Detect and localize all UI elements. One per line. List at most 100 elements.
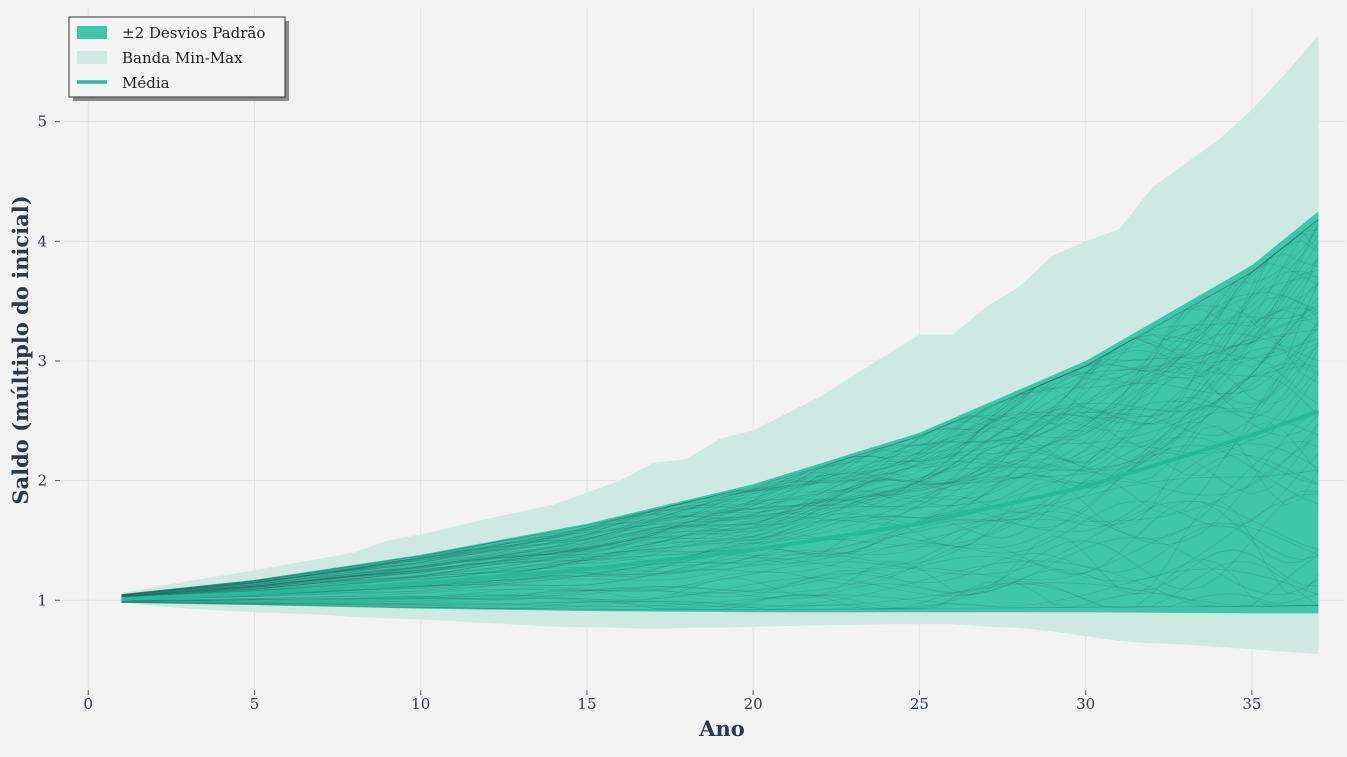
legend-swatch-minmax-band xyxy=(77,51,107,64)
simulation-path xyxy=(121,340,1319,598)
simulation-path xyxy=(121,304,1319,596)
simulation-path xyxy=(121,292,1319,597)
simulation-path xyxy=(121,421,1319,600)
simulation-path xyxy=(121,225,1319,595)
y-tick-label: 2 xyxy=(37,472,47,490)
simulation-path xyxy=(121,302,1319,598)
axis-layer: 0 5 10 15 20 25 30 35 1 2 3 4 5 xyxy=(37,113,1261,713)
legend: ±2 Desvios Padrão Banda Min-Max Média xyxy=(68,16,289,101)
y-tick-label: 1 xyxy=(37,591,47,609)
simulation-path xyxy=(121,235,1319,596)
simulation-path xyxy=(121,593,1319,611)
simulation-path xyxy=(121,373,1319,599)
x-tick-label: 25 xyxy=(910,695,929,713)
simulation-path xyxy=(121,348,1319,598)
simulation-path xyxy=(121,312,1319,597)
simulation-path xyxy=(121,443,1319,600)
x-tick-label: 35 xyxy=(1242,695,1261,713)
simulation-path xyxy=(121,343,1319,598)
simulation-path xyxy=(121,327,1319,597)
legend-label-std-band: ±2 Desvios Padrão xyxy=(122,24,265,42)
simulation-path xyxy=(121,409,1319,601)
simulation-path xyxy=(121,276,1319,597)
simulation-path xyxy=(121,560,1319,609)
simulation-path xyxy=(121,259,1319,596)
simulation-path xyxy=(121,282,1319,598)
simulation-path xyxy=(121,220,1319,596)
simulation-path xyxy=(121,262,1319,596)
x-tick-label: 10 xyxy=(411,695,430,713)
simulation-path xyxy=(121,358,1319,598)
simulation-path xyxy=(121,295,1319,597)
simulation-path xyxy=(121,537,1319,602)
simulation-path xyxy=(121,306,1319,598)
x-tick-label: 15 xyxy=(577,695,596,713)
simulation-path xyxy=(121,490,1319,602)
simulation-path xyxy=(121,219,1319,596)
mean-line xyxy=(121,409,1320,602)
simulation-path xyxy=(121,318,1319,598)
simulation-path xyxy=(121,219,1319,596)
simulation-path xyxy=(121,375,1319,599)
simulation-path xyxy=(121,241,1319,597)
simulation-path xyxy=(121,453,1319,600)
simulation-path xyxy=(121,323,1319,598)
simulation-path xyxy=(121,258,1319,597)
simulation-path xyxy=(121,240,1319,596)
simulation-path xyxy=(121,338,1319,597)
legend-label-minmax-band: Banda Min-Max xyxy=(122,49,243,67)
simulation-path xyxy=(121,434,1319,600)
y-tick-label: 4 xyxy=(37,232,47,250)
simulation-path xyxy=(121,321,1319,597)
simulation-path xyxy=(121,592,1319,611)
std-band xyxy=(121,211,1319,614)
simulation-path xyxy=(121,270,1319,597)
simulation-path xyxy=(121,224,1319,596)
simulation-path xyxy=(121,554,1319,611)
simulation-path xyxy=(121,453,1319,601)
simulation-path xyxy=(121,522,1319,602)
x-tick-label: 20 xyxy=(744,695,763,713)
simulation-path xyxy=(121,345,1319,597)
simulation-path xyxy=(121,270,1319,597)
simulation-path xyxy=(121,232,1319,596)
simulation-path xyxy=(121,493,1319,602)
simulation-path xyxy=(121,280,1319,596)
simulation-path xyxy=(121,219,1319,595)
x-tick-label: 0 xyxy=(83,695,93,713)
simulation-path xyxy=(121,344,1319,598)
simulation-path xyxy=(121,524,1319,602)
simulation-path xyxy=(121,405,1319,599)
simulation-path xyxy=(121,275,1319,596)
simulation-path xyxy=(121,297,1319,598)
simulation-path xyxy=(121,558,1319,610)
simulation-path xyxy=(121,261,1319,596)
x-tick-label: 5 xyxy=(250,695,260,713)
simulation-path xyxy=(121,309,1319,597)
simulation-path xyxy=(121,440,1319,601)
simulation-path xyxy=(121,549,1319,603)
simulation-path xyxy=(121,228,1319,596)
simulation-path xyxy=(121,469,1319,600)
simulation-path xyxy=(121,501,1319,601)
band-layer xyxy=(121,35,1319,655)
simulation-path xyxy=(121,499,1319,602)
legend-swatch-std-band xyxy=(77,26,107,39)
simulation-path xyxy=(121,329,1319,597)
legend-label-mean: Média xyxy=(122,74,170,92)
y-axis-label: Saldo (múltiplo do inicial) xyxy=(8,195,33,504)
simulation-path xyxy=(121,222,1319,596)
simulation-path xyxy=(121,346,1319,598)
simulation-paths xyxy=(121,219,1319,611)
simulation-path xyxy=(121,232,1319,596)
simulation-path xyxy=(121,320,1319,598)
simulation-path xyxy=(121,253,1319,597)
simulation-path xyxy=(121,219,1319,596)
y-tick-label: 5 xyxy=(37,113,47,131)
simulation-path xyxy=(121,369,1319,599)
mean-line-layer xyxy=(121,409,1320,602)
y-tick-label: 3 xyxy=(37,352,47,370)
simulation-path xyxy=(121,307,1319,597)
